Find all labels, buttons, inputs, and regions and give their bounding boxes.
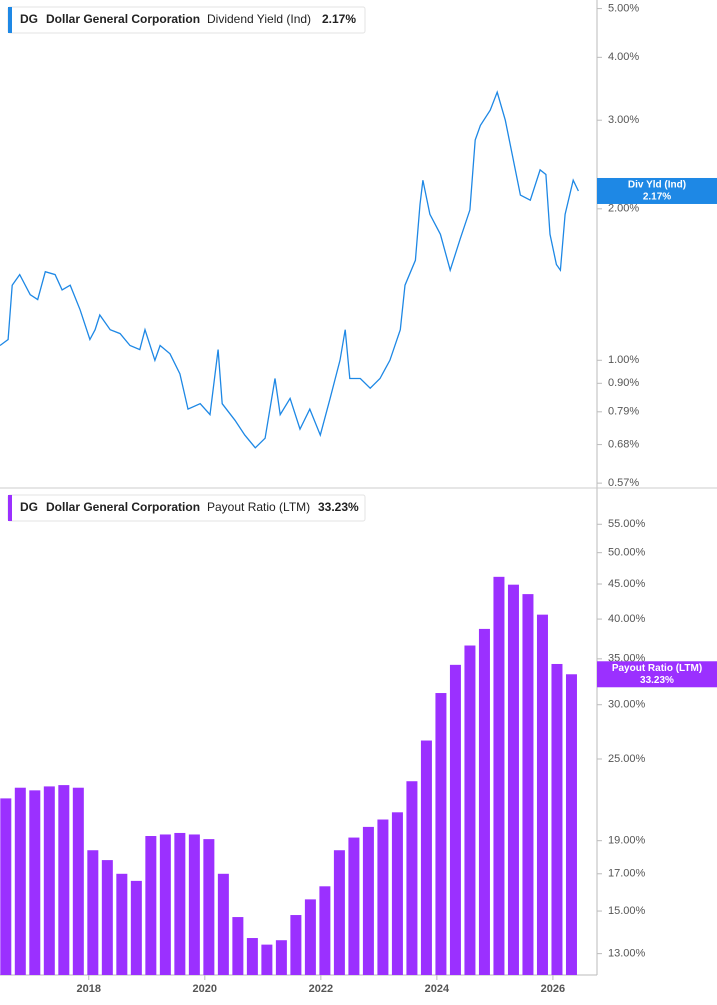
y-tick-label: 1.00% xyxy=(608,354,639,366)
y-tick-label: 13.00% xyxy=(608,948,646,960)
company: Dollar General Corporation xyxy=(46,500,200,514)
bar xyxy=(43,786,55,975)
bar xyxy=(232,917,244,975)
bar xyxy=(507,584,519,975)
bar xyxy=(536,614,548,975)
y-tick-label: 3.00% xyxy=(608,114,639,126)
bar xyxy=(449,664,461,975)
bar xyxy=(145,836,157,975)
legend-label: Payout Ratio (LTM) xyxy=(207,500,310,514)
y-tick-label: 4.00% xyxy=(608,51,639,63)
bar xyxy=(174,832,186,975)
bar xyxy=(478,628,490,975)
badge-value: 2.17% xyxy=(643,192,671,203)
x-tick-label: 2024 xyxy=(425,983,450,995)
bar xyxy=(391,812,403,975)
bar xyxy=(188,834,200,975)
bar xyxy=(101,860,113,975)
bar xyxy=(435,693,447,975)
bar xyxy=(246,938,258,975)
badge-label: Payout Ratio (LTM) xyxy=(612,663,702,674)
y-tick-label: 2.00% xyxy=(608,203,639,215)
legend-value: 33.23% xyxy=(318,500,359,514)
y-tick-label: 55.00% xyxy=(608,518,646,530)
bar xyxy=(87,850,99,975)
y-tick-label: 0.79% xyxy=(608,406,639,418)
y-tick-label: 17.00% xyxy=(608,868,646,880)
badge-label: Div Yld (Ind) xyxy=(628,180,686,191)
bar xyxy=(72,787,84,975)
y-tick-label: 0.68% xyxy=(608,438,639,450)
x-tick-label: 2026 xyxy=(541,983,565,995)
bar xyxy=(14,787,26,975)
bar xyxy=(0,798,12,975)
x-tick-label: 2020 xyxy=(193,983,217,995)
y-tick-label: 45.00% xyxy=(608,578,646,590)
bar xyxy=(29,790,41,975)
bar xyxy=(58,785,70,975)
bar xyxy=(261,944,273,975)
bar xyxy=(203,839,215,975)
bar xyxy=(551,663,563,975)
bar xyxy=(406,781,418,975)
bar xyxy=(348,837,360,975)
bar xyxy=(565,674,577,975)
x-tick-label: 2022 xyxy=(309,983,333,995)
bar xyxy=(493,576,505,975)
y-tick-label: 30.00% xyxy=(608,699,646,711)
bar xyxy=(333,850,345,975)
y-tick-label: 15.00% xyxy=(608,905,646,917)
y-tick-label: 50.00% xyxy=(608,547,646,559)
badge-value: 33.23% xyxy=(640,675,674,686)
ticker: DG xyxy=(20,12,38,26)
bar xyxy=(522,594,534,975)
y-tick-label: 5.00% xyxy=(608,2,639,14)
bar xyxy=(377,819,389,975)
bar xyxy=(130,880,142,975)
bar xyxy=(217,873,229,975)
bar xyxy=(420,740,432,975)
bar xyxy=(464,645,476,975)
company: Dollar General Corporation xyxy=(46,12,200,26)
bar xyxy=(275,940,287,975)
y-tick-label: 25.00% xyxy=(608,753,646,765)
legend-swatch xyxy=(8,7,12,33)
legend-label: Dividend Yield (Ind) xyxy=(207,12,311,26)
y-tick-label: 0.90% xyxy=(608,377,639,389)
value-badge xyxy=(597,177,717,204)
y-tick-label: 0.57% xyxy=(608,477,639,489)
line xyxy=(0,90,579,449)
legend-swatch xyxy=(8,495,12,521)
y-tick-label: 19.00% xyxy=(608,835,646,847)
y-tick-label: 40.00% xyxy=(608,613,646,625)
x-tick-label: 2018 xyxy=(77,983,101,995)
legend-value: 2.17% xyxy=(322,12,356,26)
bar xyxy=(116,873,128,975)
ticker: DG xyxy=(20,500,38,514)
bar xyxy=(304,899,316,975)
value-badge xyxy=(597,661,717,688)
bar xyxy=(159,834,171,975)
bar xyxy=(319,886,331,975)
bar xyxy=(290,915,302,975)
bar xyxy=(362,826,374,975)
